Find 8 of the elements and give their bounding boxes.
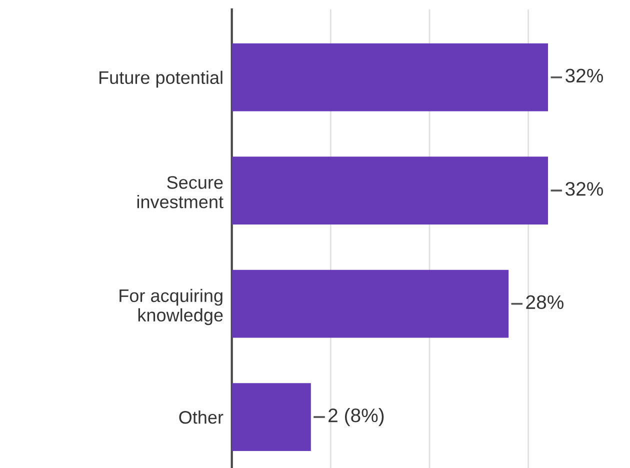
y-tick-label: Other (179, 410, 224, 424)
data-label: 28% (526, 295, 564, 310)
y-tick-label: Secure investment (137, 176, 224, 208)
y-tick-label: Future potential (100, 70, 222, 88)
data-label: 32% (566, 68, 603, 83)
data-label: 2 (8%) (328, 408, 384, 426)
data-label: 32% (566, 182, 603, 196)
y-tick-label: For acquiring knowledge (120, 288, 223, 326)
